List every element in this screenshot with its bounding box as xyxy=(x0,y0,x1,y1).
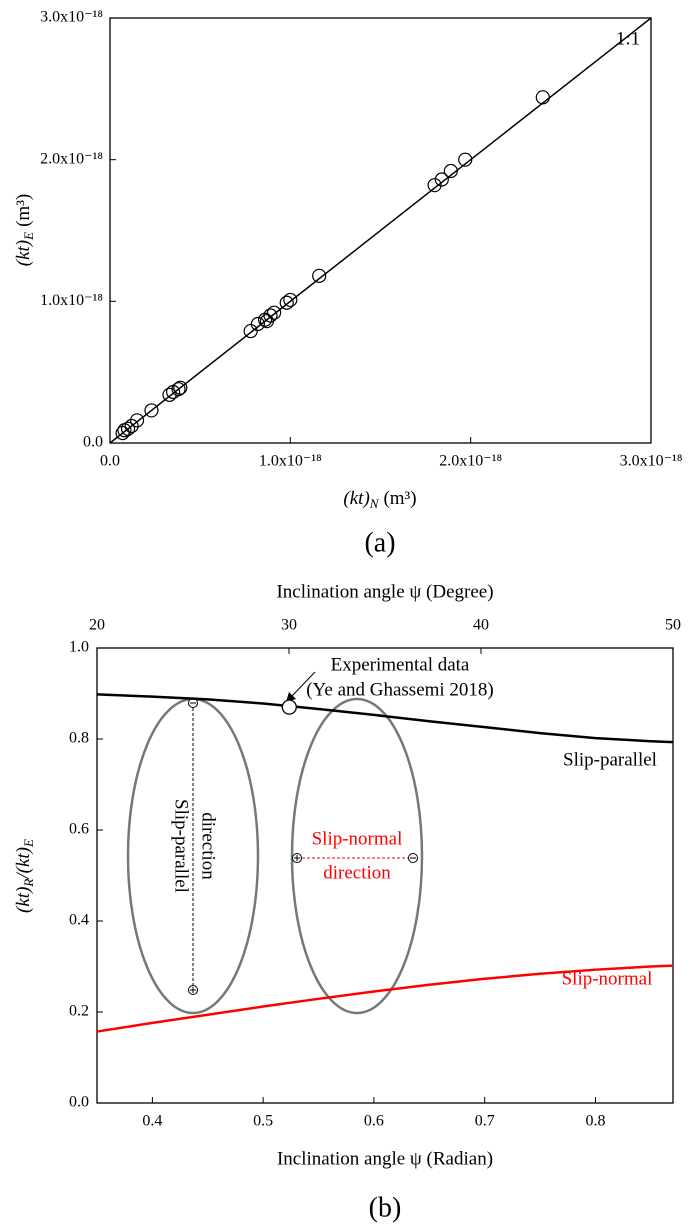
data-point xyxy=(129,413,145,428)
x2-axis-label: Inclination angle ψ (Degree) xyxy=(276,581,493,602)
series-label: Slip-parallel xyxy=(563,749,657,770)
x-axis-label: Inclination angle ψ (Radian) xyxy=(277,1148,493,1169)
y-tick-label: 3.0x10⁻¹⁸ xyxy=(40,9,103,26)
data-point xyxy=(124,418,139,434)
data-line xyxy=(96,693,674,744)
diagram xyxy=(126,671,424,1015)
label-unit: (m³) xyxy=(383,488,416,509)
axis-label: (kt)R​/(kt)E​ xyxy=(13,839,36,913)
data-point xyxy=(434,172,449,187)
y-tick-label: 0.6 xyxy=(69,821,89,838)
diagram-label: Slip-parallel xyxy=(171,799,192,893)
data-point xyxy=(427,178,442,193)
annotation: Experimental data xyxy=(331,654,470,675)
x2-tick-label: 40 xyxy=(473,617,489,634)
data-point xyxy=(267,305,282,320)
y-tick-label: 0.2 xyxy=(69,1003,89,1020)
data-point xyxy=(144,403,159,418)
label-text: (kt) xyxy=(13,887,34,913)
x2-tick-label: 30 xyxy=(281,617,297,634)
diagram-label: direction xyxy=(198,812,219,880)
label-subscript: R xyxy=(21,879,36,888)
data-point xyxy=(312,268,327,283)
ref-line-label: 1:1 xyxy=(616,28,640,49)
y-tick-label: 0.8 xyxy=(69,730,89,747)
data-point xyxy=(443,163,458,179)
data-point xyxy=(243,323,258,339)
label-subscript: E xyxy=(21,839,36,848)
x-tick-label: 0.6 xyxy=(364,1113,384,1130)
x-tick-label: 0.4 xyxy=(142,1113,162,1130)
y-tick-label: 0.0 xyxy=(69,1094,89,1111)
label-text: /(kt) xyxy=(13,847,34,880)
y-tick-label: 0.4 xyxy=(69,912,89,929)
series-label: Slip-normal xyxy=(562,968,653,989)
data-point xyxy=(115,425,130,441)
x-tick-label: 3.0x10⁻¹⁸ xyxy=(620,453,683,470)
data-point xyxy=(250,316,265,332)
data-point xyxy=(173,380,188,395)
data-point xyxy=(535,90,550,105)
diagram-label: Slip-normal xyxy=(312,828,403,849)
data-point xyxy=(263,308,278,323)
x-tick-label: 0.7 xyxy=(475,1113,495,1130)
x-tick-label: 1.0x10⁻¹⁸ xyxy=(259,453,322,470)
experimental-point xyxy=(281,699,297,715)
ref-line xyxy=(109,17,652,444)
y-tick-label: 1.0 xyxy=(69,639,89,656)
caption: (a) xyxy=(364,527,395,558)
x-tick-label: 2.0x10⁻¹⁸ xyxy=(439,453,502,470)
data-point xyxy=(120,421,136,436)
data-line xyxy=(96,964,674,1033)
arrow-head xyxy=(286,692,296,702)
data-point xyxy=(458,152,473,167)
x-tick-label: 0.8 xyxy=(585,1113,605,1130)
data-point xyxy=(279,295,294,310)
arrow xyxy=(290,671,316,698)
plot-frame-a xyxy=(109,17,652,444)
caption: (b) xyxy=(369,1192,402,1223)
ellipse xyxy=(290,697,424,1015)
axis-label: (kt)N​(m³) xyxy=(343,488,416,511)
y-tick-label: 2.0x10⁻¹⁸ xyxy=(40,150,103,167)
data-point xyxy=(283,292,298,308)
annotation: (Ye and Ghassemi 2018) xyxy=(306,679,494,700)
y-tick-label: 0.0 xyxy=(83,434,103,451)
label-text: (kt) xyxy=(343,488,369,509)
axis-label: (kt)E​(m³) xyxy=(13,194,36,266)
label-text: (kt) xyxy=(13,240,34,266)
label-subscript: N xyxy=(369,496,380,511)
label-subscript: E xyxy=(21,232,36,241)
y-tick-label: 1.0x10⁻¹⁸ xyxy=(40,292,103,309)
x-tick-label: 0.0 xyxy=(100,453,120,470)
data-point xyxy=(171,382,186,397)
plot-frame-b xyxy=(96,647,674,1104)
x-tick-label: 0.5 xyxy=(253,1113,273,1130)
label-unit: (m³) xyxy=(13,194,34,227)
data-point xyxy=(257,312,273,327)
diagram-label: direction xyxy=(323,862,391,883)
x2-tick-label: 20 xyxy=(89,617,105,634)
x2-tick-label: 50 xyxy=(665,617,681,634)
